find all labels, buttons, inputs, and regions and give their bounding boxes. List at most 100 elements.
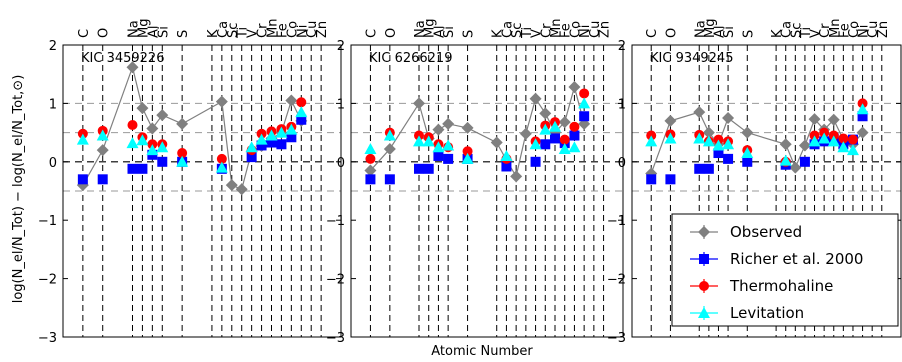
element-label: C [77,29,92,38]
element-label: S [176,30,191,38]
data-point [275,126,288,138]
y-tick-label: −2 [326,273,345,288]
data-point [136,102,149,115]
element-label: C [364,29,379,38]
data-point [76,133,89,145]
data-point [286,132,297,143]
element-label: Ca [216,21,231,38]
data-point [266,137,277,148]
data-point [157,156,168,167]
data-point [857,111,868,122]
series-levitation [645,103,869,166]
data-point [559,134,570,145]
element-label: Fe [559,23,574,38]
data-point [664,132,677,144]
data-point [364,142,377,154]
element-label: V [809,29,824,38]
observed-line [650,111,864,174]
data-point [461,152,474,164]
element-label: Mn [549,19,564,38]
data-point [461,121,474,134]
data-point [256,140,267,151]
data-point [225,179,238,192]
y-tick-label: −1 [38,214,57,229]
data-point [712,139,725,151]
data-point [96,129,109,141]
element-label: Al [712,25,727,38]
y-tick-label: 1 [618,97,626,112]
element-label: Ni [578,25,593,38]
data-point [539,123,552,135]
data-point [529,138,542,150]
data-point [146,122,159,135]
data-point [540,139,551,150]
data-point [126,137,139,149]
data-point [702,126,715,139]
data-point [433,150,444,161]
data-point [442,139,455,151]
element-label: Cu [866,21,881,38]
data-point [432,141,445,153]
y-tick-label: −3 [38,331,57,346]
data-point [296,114,307,125]
element-label: Fe [275,23,290,38]
y-tick-label: 1 [337,97,345,112]
observed-line [82,65,302,191]
data-point [808,135,821,147]
element-label: Ca [500,21,515,38]
legend-label: Levitation [730,304,804,322]
panel-title: KIC 9349245 [650,51,733,66]
data-point [664,114,677,127]
y-tick-label: 2 [618,39,626,54]
data-point [510,170,523,183]
data-point [798,139,811,152]
data-point [365,153,376,164]
element-label: S [462,30,477,38]
y-tick-label: −2 [607,273,626,288]
element-label: Cr [539,23,554,38]
element-label: Sc [226,23,241,38]
data-point [569,130,580,141]
element-label: Cu [588,21,603,38]
data-point [265,129,278,141]
element-label: Ti [236,27,251,39]
element-label: Zn [876,21,891,38]
data-point [77,174,88,185]
element-label: Ti [799,27,814,39]
element-label: O [664,28,679,38]
data-point [490,136,503,149]
element-label: Ca [780,21,795,38]
data-point [568,81,581,94]
element-label: O [384,28,399,38]
data-point [246,152,257,163]
element-label: O [97,28,112,38]
data-point [665,174,676,185]
data-point [846,144,859,156]
data-point [215,95,228,108]
series-levitation [76,106,308,173]
element-label: Mn [828,19,843,38]
element-label: Ti [520,27,535,39]
data-point [529,92,542,105]
y-tick-label: −3 [607,331,626,346]
data-point [723,153,734,164]
data-point [568,141,581,153]
data-point [703,163,714,174]
data-point [384,174,395,185]
data-point [779,154,792,166]
data-point [579,111,590,122]
data-point [146,144,159,156]
element-label: Zn [315,21,330,38]
legend-label: Thermohaline [729,277,833,295]
data-point [413,97,425,110]
data-point [235,183,248,196]
data-point [779,138,792,151]
data-point [295,106,308,118]
element-label: Mg [423,19,438,38]
data-point [838,133,849,144]
data-point [713,148,724,159]
data-point [137,163,148,174]
element-label: V [530,29,545,38]
data-point [645,135,658,147]
